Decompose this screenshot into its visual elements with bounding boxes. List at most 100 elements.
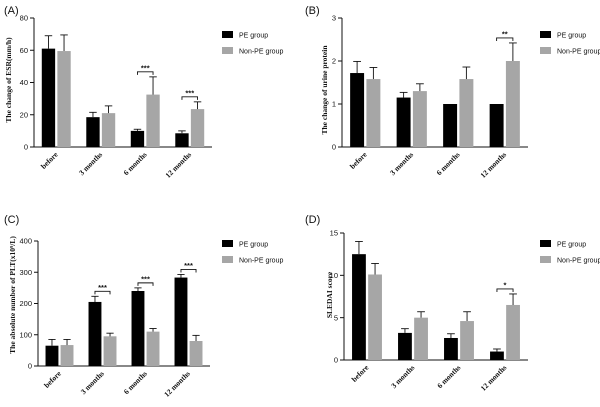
legend: PE group Non-PE group — [540, 240, 600, 265]
x-tick-label: 12 months — [478, 150, 508, 180]
bar-pe-group — [131, 291, 145, 366]
y-tick-label: 5 — [334, 313, 338, 322]
legend-swatch-non-pe — [222, 47, 233, 54]
legend-label-non-pe: Non-PE group — [557, 49, 600, 56]
bar-pe-group — [398, 332, 412, 360]
panel-label: (D) — [305, 214, 320, 226]
x-tick-label: 12 months — [163, 150, 193, 180]
bar-pe-group — [86, 117, 100, 147]
legend-label-non-pe: Non-PE group — [239, 49, 283, 56]
y-tick-label: 60 — [20, 46, 28, 55]
legend-swatch-non-pe — [540, 256, 551, 263]
y-tick-label: 0 — [332, 143, 336, 152]
x-tick-label: before — [42, 369, 63, 390]
legend-label-pe: PE group — [557, 33, 586, 40]
y-tick-label: 3 — [332, 14, 336, 23]
legend-label-pe: PE group — [557, 242, 586, 249]
bar-non-pe-group — [412, 91, 427, 147]
bar-pe-group — [352, 254, 366, 360]
significance-label: *** — [185, 88, 194, 97]
bar-pe-group — [41, 48, 56, 148]
bar-non-pe-group — [506, 304, 520, 360]
bar-non-pe-group — [60, 345, 74, 366]
chart-panel: (A) The change of ESR(mm/h) 0 20 40 60 80 befor… — [4, 5, 283, 180]
legend-label-non-pe: Non-PE group — [557, 258, 600, 265]
significance-bracket — [496, 288, 514, 292]
bar-non-pe-group — [189, 341, 203, 366]
bar-pe-group — [490, 351, 504, 360]
bar-non-pe-group — [460, 321, 474, 360]
bar-pe-group — [350, 73, 365, 147]
y-tick-label: 300 — [19, 268, 32, 277]
y-tick-label: 0 — [334, 356, 338, 365]
x-tick-label: 6 months — [435, 363, 462, 390]
significance-label: *** — [184, 261, 193, 270]
bar-non-pe-group — [459, 79, 474, 147]
x-tick-label: before — [39, 150, 60, 171]
x-tick-label: 6 months — [122, 150, 149, 177]
bar-non-pe-group — [146, 94, 160, 147]
bar-pe-group — [45, 345, 59, 366]
significance-bracket — [180, 268, 197, 273]
bar-non-pe-group — [101, 113, 116, 147]
significance-bracket — [496, 37, 514, 41]
legend-swatch-non-pe — [540, 47, 551, 54]
significance-bracket — [137, 71, 154, 75]
bar-non-pe-group — [414, 317, 428, 360]
x-tick-label: 6 months — [435, 150, 462, 177]
bar-pe-group — [443, 104, 458, 147]
y-tick-label: 200 — [19, 299, 32, 308]
bar-non-pe-group — [57, 51, 71, 147]
x-tick-label: 3 months — [79, 369, 106, 396]
bar-pe-group — [175, 133, 189, 147]
x-tick-label: 3 months — [77, 150, 104, 177]
legend-label-non-pe: Non-PE group — [239, 258, 283, 265]
y-tick-label: 0 — [28, 362, 32, 371]
significance-label: *** — [141, 274, 150, 283]
y-axis-label: The change of urine protein — [320, 45, 329, 135]
bar-non-pe-group — [366, 79, 381, 147]
x-tick-label: 12 months — [479, 363, 509, 393]
bar-non-pe-group — [103, 336, 117, 366]
bar-pe-group — [130, 130, 145, 147]
significance-bracket — [181, 96, 198, 100]
x-tick-label: 12 months — [162, 369, 192, 399]
y-axis-label: The change of ESR(mm/h) — [4, 37, 13, 123]
x-tick-label: 3 months — [389, 363, 416, 390]
legend-label-pe: PE group — [239, 242, 268, 249]
bar-non-pe-group — [368, 274, 382, 360]
significance-label: ** — [502, 29, 508, 38]
bar-pe-group — [396, 97, 411, 147]
legend-swatch-pe — [222, 31, 233, 38]
legend-swatch-pe — [540, 31, 551, 38]
y-tick-label: 80 — [20, 14, 28, 23]
significance-label: * — [504, 280, 507, 289]
legend: PE group Non-PE group — [540, 31, 600, 56]
legend: PE group Non-PE group — [222, 240, 283, 265]
bar-non-pe-group — [190, 109, 205, 147]
x-tick-label: before — [348, 150, 369, 171]
y-tick-label: 20 — [20, 110, 28, 119]
y-axis-label: SLEDAI score — [325, 271, 334, 318]
legend-label-pe: PE group — [239, 33, 268, 40]
y-tick-label: 1 — [332, 100, 336, 109]
significance-bracket — [94, 290, 111, 295]
y-tick-label: 10 — [330, 271, 338, 280]
bar-pe-group — [444, 337, 458, 360]
x-tick-label: 3 months — [388, 150, 415, 177]
y-tick-label: 100 — [19, 330, 32, 339]
panel-label: (C) — [4, 214, 19, 226]
y-tick-label: 0 — [24, 143, 28, 152]
legend-swatch-pe — [540, 240, 551, 247]
chart-panel: (D) SLEDAI score 0 5 10 15 before 3 months 6 mon… — [305, 214, 600, 393]
bar-pe-group — [174, 277, 188, 366]
y-tick-label: 40 — [20, 78, 28, 87]
y-axis-label: The absolute number of PLT(x10⁹/L) — [8, 236, 17, 354]
significance-bracket — [137, 282, 154, 286]
x-tick-label: 6 months — [122, 369, 149, 396]
bar-non-pe-group — [505, 61, 520, 147]
legend: PE group Non-PE group — [222, 31, 283, 56]
legend-swatch-pe — [222, 240, 233, 247]
